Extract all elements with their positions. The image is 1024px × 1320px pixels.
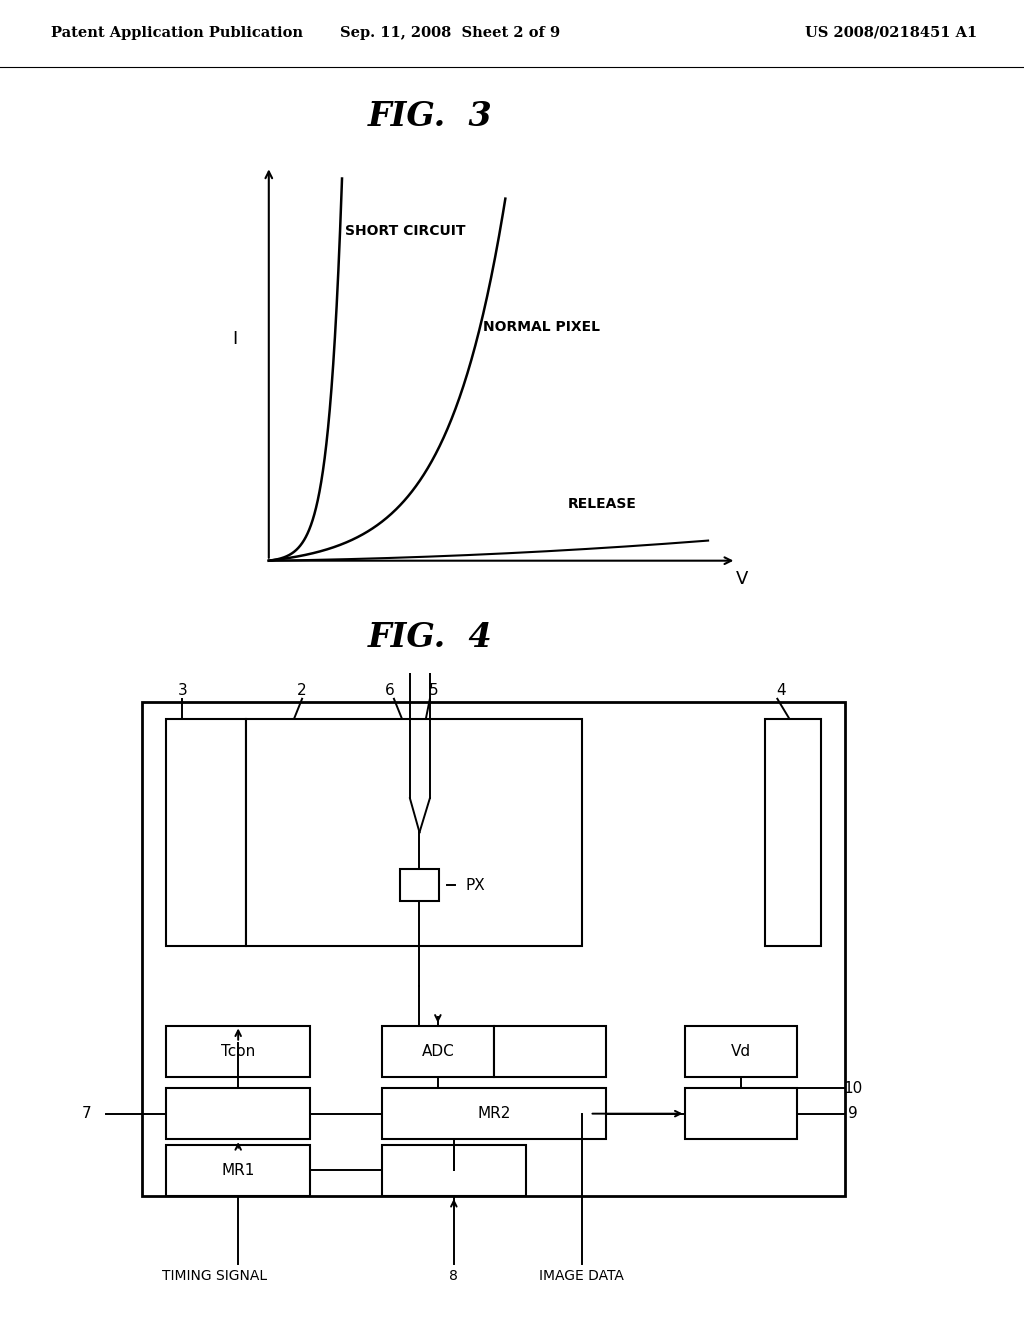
Text: MR2: MR2 [477, 1106, 510, 1121]
Bar [166, 718, 246, 946]
Bar [494, 1026, 605, 1077]
Bar [166, 1144, 310, 1196]
Bar [765, 718, 821, 946]
Text: 5: 5 [429, 682, 438, 698]
Text: 6: 6 [385, 682, 395, 698]
Bar [382, 1088, 605, 1139]
Bar [166, 1026, 310, 1077]
Bar [685, 1026, 798, 1077]
Text: 3: 3 [177, 682, 187, 698]
Text: NORMAL PIXEL: NORMAL PIXEL [483, 321, 600, 334]
Text: 4: 4 [776, 682, 786, 698]
Text: I: I [232, 330, 238, 348]
Text: PX: PX [466, 878, 485, 892]
Text: TIMING SIGNAL: TIMING SIGNAL [162, 1269, 267, 1283]
Text: 8: 8 [450, 1269, 459, 1283]
Bar [246, 718, 582, 946]
Bar [382, 1144, 525, 1196]
Text: 2: 2 [297, 682, 307, 698]
Text: Vd: Vd [731, 1044, 752, 1059]
Bar [142, 702, 845, 1196]
Text: V: V [735, 570, 749, 587]
Text: ADC: ADC [422, 1044, 455, 1059]
Text: FIG.  4: FIG. 4 [368, 620, 493, 653]
Text: MR1: MR1 [221, 1163, 255, 1177]
Bar [399, 870, 439, 900]
Text: IMAGE DATA: IMAGE DATA [540, 1269, 624, 1283]
Text: 9: 9 [848, 1106, 858, 1121]
Text: Sep. 11, 2008  Sheet 2 of 9: Sep. 11, 2008 Sheet 2 of 9 [341, 25, 560, 40]
Text: 10: 10 [844, 1081, 863, 1096]
Bar [166, 1088, 310, 1139]
Text: Patent Application Publication: Patent Application Publication [51, 25, 303, 40]
Text: RELEASE: RELEASE [567, 498, 636, 511]
Bar [382, 1026, 494, 1077]
Text: US 2008/0218451 A1: US 2008/0218451 A1 [805, 25, 977, 40]
Text: FIG.  3: FIG. 3 [368, 99, 493, 132]
Text: Tcon: Tcon [221, 1044, 255, 1059]
Bar [685, 1088, 798, 1139]
Text: SHORT CIRCUIT: SHORT CIRCUIT [345, 224, 465, 238]
Text: 7: 7 [82, 1106, 91, 1121]
